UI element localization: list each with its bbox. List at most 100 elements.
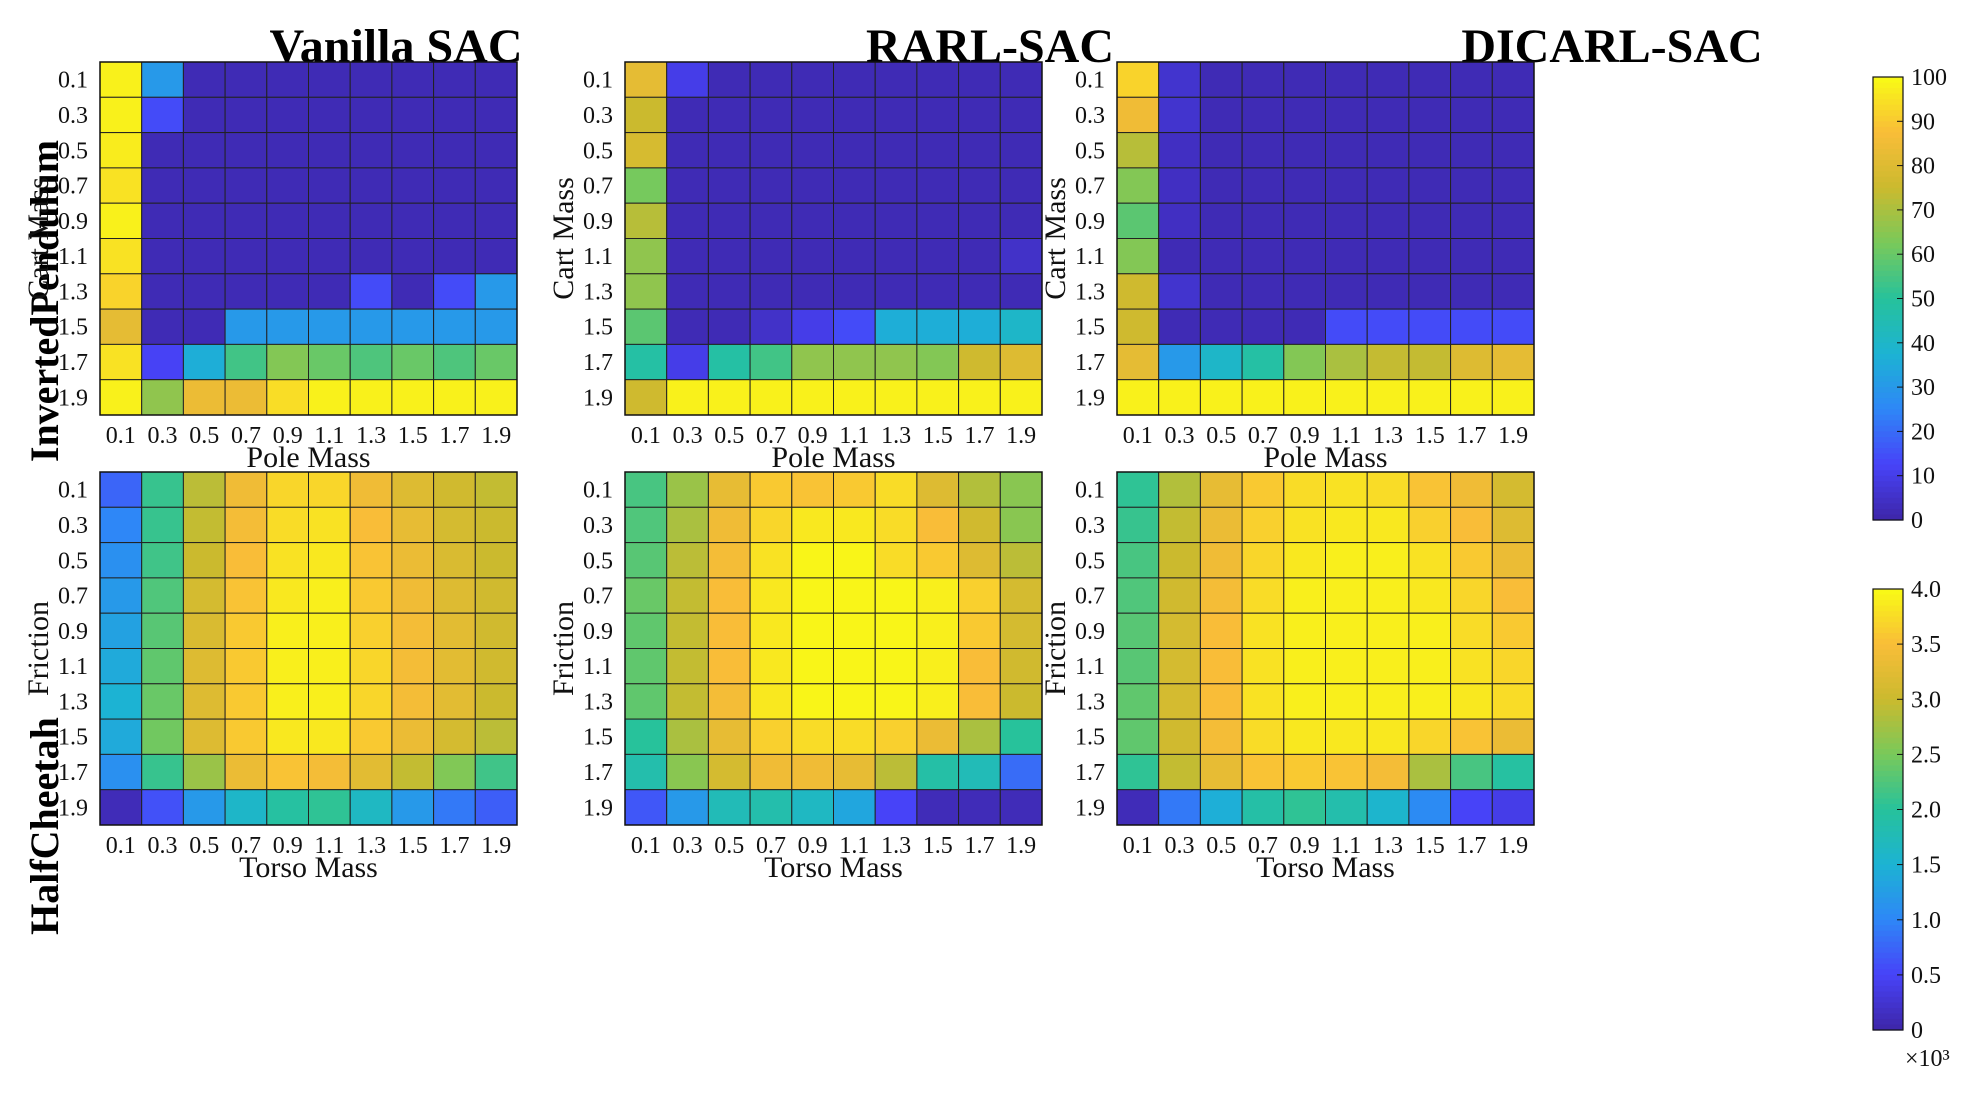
- heatmap-cell: [474, 471, 518, 508]
- heatmap-cell: [1450, 238, 1493, 275]
- heatmap-cell: [1366, 96, 1410, 134]
- heatmap-cell: [999, 648, 1043, 685]
- heatmap-cell: [308, 202, 351, 239]
- x-tick-label: 1.1: [1331, 833, 1361, 859]
- x-tick-label: 0.7: [756, 833, 786, 859]
- heatmap-cell: [833, 273, 876, 310]
- heatmap-cell: [707, 308, 751, 345]
- heatmap-cell: [958, 61, 1001, 98]
- x-tick-label: 0.5: [1206, 423, 1236, 449]
- colorbar-segment: [1873, 633, 1903, 640]
- colorbar-segment: [1873, 331, 1903, 338]
- heatmap-cell: [1241, 273, 1285, 310]
- heatmap-cell: [999, 61, 1043, 98]
- heatmap-cell: [624, 648, 668, 685]
- colorbar-segment: [1873, 176, 1903, 183]
- y-tick-label: 0.7: [58, 174, 88, 200]
- x-tick-label: 0.3: [1165, 423, 1195, 449]
- heatmap-cell: [433, 238, 476, 275]
- y-tick-label: 0.9: [58, 209, 88, 235]
- x-axis-label: Torso Mass: [239, 851, 378, 884]
- colorbar-segment: [1873, 364, 1903, 372]
- heatmap-cell: [791, 789, 834, 826]
- heatmap-cell: [308, 648, 351, 685]
- colorbar-segment: [1873, 864, 1903, 871]
- heatmap-cell: [224, 577, 268, 614]
- heatmap-cell: [349, 379, 393, 416]
- x-tick-label: 0.1: [106, 833, 136, 859]
- heatmap-cell: [224, 343, 268, 381]
- heatmap-cell: [1199, 167, 1243, 204]
- heatmap-cell: [99, 789, 143, 826]
- colorbar-segment: [1873, 776, 1903, 783]
- heatmap-cell: [1366, 202, 1410, 239]
- heatmap-cell: [1283, 683, 1327, 720]
- heatmap-cell: [224, 789, 268, 826]
- colorbar-segment: [1873, 963, 1903, 970]
- heatmap-cell: [999, 308, 1043, 345]
- heatmap-cell: [874, 343, 918, 381]
- colorbar-segment: [1873, 903, 1903, 910]
- heatmap-cell: [266, 471, 309, 508]
- heatmap-cell: [1491, 238, 1535, 275]
- heatmap-cell: [874, 542, 918, 579]
- y-tick-label: 0.5: [1075, 138, 1105, 164]
- heatmap-cell: [182, 542, 226, 579]
- heatmap-cell: [707, 273, 751, 310]
- heatmap-cell: [308, 718, 351, 755]
- y-tick-label: 1.5: [1075, 725, 1105, 751]
- heatmap-cell: [391, 542, 435, 579]
- colorbar-tick-label: 2.0: [1911, 798, 1941, 824]
- heatmap-cell: [874, 379, 918, 416]
- x-tick-label: 1.5: [923, 833, 953, 859]
- heatmap-cell: [1366, 789, 1410, 826]
- heatmap-cell: [349, 273, 393, 310]
- y-tick-label: 1.7: [583, 760, 613, 786]
- heatmap-cell: [958, 612, 1001, 650]
- heatmap-cell: [916, 753, 960, 791]
- heatmap-cell: [1241, 506, 1285, 544]
- heatmap-cell: [833, 471, 876, 508]
- heatmap-cell: [1199, 506, 1243, 544]
- heatmap-cell: [666, 202, 709, 239]
- heatmap-cell: [1491, 379, 1535, 416]
- heatmap-cell: [874, 61, 918, 98]
- heatmap-cell: [1325, 471, 1368, 508]
- heatmap-cell: [141, 506, 184, 544]
- y-tick-label: 0.3: [1075, 103, 1105, 129]
- heatmap-cell: [833, 648, 876, 685]
- heatmap-cell: [1491, 506, 1535, 544]
- heatmap-cell: [308, 577, 351, 614]
- heatmap-cell: [391, 789, 435, 826]
- x-tick-label: 1.7: [965, 423, 995, 449]
- colorbar-segment: [1873, 848, 1903, 855]
- heatmap-cell: [999, 202, 1043, 239]
- heatmap-cell: [916, 648, 960, 685]
- colorbar-segment: [1873, 514, 1903, 521]
- heatmap-cell: [391, 683, 435, 720]
- heatmap-cell: [624, 132, 668, 169]
- heatmap-cell: [833, 202, 876, 239]
- colorbar-tick-label: 100: [1911, 65, 1947, 91]
- heatmap-cell: [999, 343, 1043, 381]
- heatmap-cell: [308, 379, 351, 416]
- heatmap-cell: [349, 167, 393, 204]
- heatmap-cell: [1241, 683, 1285, 720]
- heatmap-cell: [1491, 96, 1535, 134]
- heatmap-cell: [1408, 577, 1452, 614]
- heatmap-cell: [749, 238, 793, 275]
- heatmap-cell: [1491, 577, 1535, 614]
- colorbar-segment: [1873, 699, 1903, 706]
- heatmap-halfcheetah-dicarl-sac: 0.1 0.3 0.5 0.7 0.9 1.1 1.3 1.5 1.7 1.9 0.1 0.3 0.5 0…: [1039, 471, 1535, 884]
- heatmap-cell: [266, 683, 309, 720]
- heatmap-cell: [1408, 238, 1452, 275]
- heatmap-cell: [1199, 61, 1243, 98]
- x-tick-label: 0.7: [1248, 423, 1278, 449]
- heatmap-cell: [224, 648, 268, 685]
- heatmap-cell: [1491, 648, 1535, 685]
- colorbar-segment: [1873, 503, 1903, 510]
- heatmap-cell: [391, 506, 435, 544]
- x-tick-label: 1.7: [1456, 833, 1486, 859]
- colorbar-segment: [1873, 425, 1903, 432]
- heatmap-cell: [349, 61, 393, 98]
